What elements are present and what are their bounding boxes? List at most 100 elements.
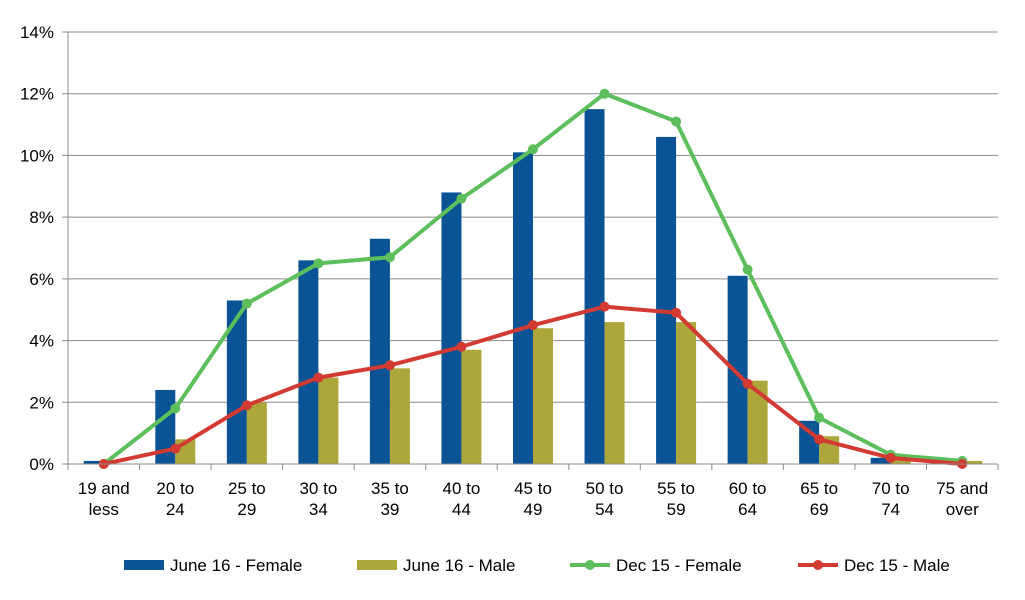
- x-tick-label-line: 19 and: [78, 479, 130, 498]
- x-tick-label: 35 to 39: [371, 479, 409, 519]
- x-tick-label: 45 to 49: [514, 479, 552, 519]
- x-tick-label-line: 64: [738, 500, 757, 519]
- x-tick-label-line: 20 to: [156, 479, 194, 498]
- data-point: [814, 434, 825, 445]
- bar: [890, 457, 911, 464]
- x-tick-label-line: 55 to: [657, 479, 695, 498]
- x-tick-label: 40 to 44: [443, 479, 481, 519]
- legend: June 16 - Female June 16 - Male Dec 15 - F…: [124, 556, 950, 575]
- data-point: [456, 193, 467, 204]
- bars: [83, 109, 983, 465]
- x-tick-label-line: 45 to: [514, 479, 552, 498]
- y-tick-label: 8%: [29, 208, 54, 227]
- x-tick-label-line: 69: [810, 500, 829, 519]
- x-tick-label-line: 54: [595, 500, 614, 519]
- y-tick-label: 10%: [20, 146, 54, 165]
- data-point: [170, 403, 181, 414]
- y-axis-ticks: 0% 2% 4% 6% 8% 10% 12% 14%: [20, 23, 68, 474]
- data-point: [384, 252, 395, 263]
- bar: [584, 109, 605, 465]
- x-tick-label: 55 to 59: [657, 479, 695, 519]
- data-point: [241, 400, 252, 411]
- x-tick-label-line: 44: [452, 500, 471, 519]
- bar: [461, 349, 482, 464]
- bar: [656, 136, 677, 464]
- x-tick-label: 60 to 64: [729, 479, 767, 519]
- data-point: [814, 412, 825, 423]
- x-tick-label-line: over: [946, 500, 979, 519]
- x-tick-label-line: 60 to: [729, 479, 767, 498]
- x-tick-label-line: 40 to: [443, 479, 481, 498]
- x-tick-label-line: 75 and: [936, 479, 988, 498]
- data-point: [885, 452, 896, 463]
- y-tick-label: 2%: [29, 393, 54, 412]
- bar: [441, 192, 462, 464]
- bar: [226, 300, 247, 464]
- y-tick-label: 14%: [20, 23, 54, 42]
- legend-swatch: [124, 560, 164, 570]
- bar: [533, 328, 553, 464]
- lines: [98, 88, 968, 469]
- data-point: [528, 144, 538, 155]
- bar: [676, 322, 697, 464]
- bar: [870, 457, 891, 464]
- y-tick-label: 12%: [20, 85, 54, 104]
- bar: [513, 152, 533, 465]
- legend-label: June 16 - Male: [403, 556, 515, 575]
- bar: [369, 238, 390, 464]
- x-tick-label: 70 to 74: [872, 479, 910, 519]
- data-point: [671, 116, 682, 127]
- bar: [389, 368, 410, 464]
- data-point: [313, 372, 324, 383]
- y-tick-label: 0%: [29, 455, 54, 474]
- data-point: [170, 443, 181, 454]
- bar: [727, 275, 748, 464]
- data-point: [599, 301, 610, 312]
- x-tick-label-line: 59: [667, 500, 686, 519]
- data-point: [742, 264, 753, 275]
- legend-marker: [813, 560, 823, 570]
- bar: [298, 260, 319, 464]
- bar: [83, 460, 104, 464]
- x-tick-label: 25 to 29: [228, 479, 266, 519]
- legend-label: Dec 15 - Male: [844, 556, 950, 575]
- x-tick-label: 65 to 69: [800, 479, 838, 519]
- data-point: [241, 298, 252, 309]
- legend-label: June 16 - Female: [170, 556, 302, 575]
- x-tick-label-line: 35 to: [371, 479, 409, 498]
- x-tick-label-line: 74: [881, 500, 900, 519]
- legend-marker: [585, 560, 595, 570]
- x-tick-label-line: 24: [166, 500, 185, 519]
- y-tick-label: 4%: [29, 332, 54, 351]
- data-point: [313, 258, 324, 269]
- bar: [799, 420, 820, 464]
- data-point: [384, 360, 395, 371]
- bar: [747, 380, 768, 464]
- bar: [318, 377, 339, 464]
- legend-swatch: [357, 560, 397, 570]
- x-tick-label-line: 70 to: [872, 479, 910, 498]
- x-tick-label-line: 25 to: [228, 479, 266, 498]
- x-tick-label-line: 39: [380, 500, 399, 519]
- x-tick-label-line: less: [89, 500, 119, 519]
- x-tick-label-line: 30 to: [299, 479, 337, 498]
- x-tick-label-line: 49: [524, 500, 543, 519]
- x-tick-label: 19 and less: [78, 479, 130, 519]
- data-point: [671, 307, 682, 318]
- x-tick-label-line: 34: [309, 500, 328, 519]
- x-tick-label: 50 to 54: [586, 479, 624, 519]
- x-tick-label-line: 29: [237, 500, 256, 519]
- bar: [962, 460, 983, 464]
- x-tick-label: 20 to 24: [156, 479, 194, 519]
- axes: [67, 32, 999, 470]
- data-point: [599, 88, 610, 99]
- legend-label: Dec 15 - Female: [616, 556, 742, 575]
- y-tick-label: 6%: [29, 270, 54, 289]
- bar: [246, 402, 267, 464]
- bar: [604, 322, 625, 464]
- x-tick-label-line: 65 to: [800, 479, 838, 498]
- x-tick-label: 30 to 34: [299, 479, 337, 519]
- data-point: [742, 378, 753, 389]
- x-tick-label: 75 and over: [936, 479, 988, 519]
